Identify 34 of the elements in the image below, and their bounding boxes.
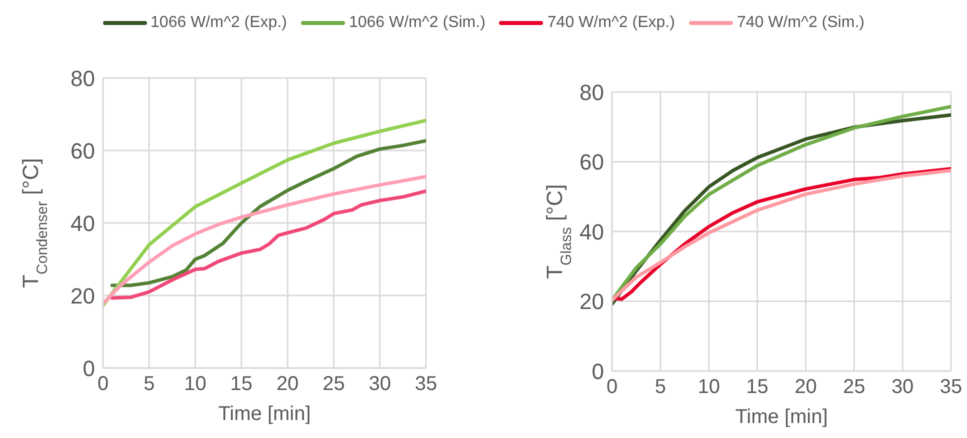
x-tick-label: 0 xyxy=(97,373,109,396)
line-series xyxy=(103,118,426,308)
y-tick-label: 60 xyxy=(580,150,604,175)
x-tick-label: 20 xyxy=(794,376,817,398)
y-tick-label: 20 xyxy=(70,283,95,308)
x-tick-label: 5 xyxy=(654,376,666,398)
y-tick-label: 20 xyxy=(580,289,604,314)
line-series xyxy=(110,189,426,300)
x-tick-label: 35 xyxy=(940,376,962,398)
legend-label: 740 W/m^2 (Sim.) xyxy=(736,14,864,32)
y-tick-label: 80 xyxy=(70,66,95,91)
x-tick-label: 30 xyxy=(368,373,391,396)
y-tick-label: 60 xyxy=(70,138,95,164)
x-tick-label: 30 xyxy=(891,376,914,398)
x-axis-title: Time [min] xyxy=(735,406,828,428)
x-tick-label: 5 xyxy=(144,373,155,396)
y-tick-label: 40 xyxy=(70,210,95,236)
legend-label: 1066 W/m^2 (Exp.) xyxy=(150,14,287,32)
x-tick-label: 10 xyxy=(184,373,206,396)
x-tick-label: 10 xyxy=(698,376,720,398)
line-series xyxy=(103,174,426,306)
x-tick-label: 15 xyxy=(746,376,768,398)
line-series xyxy=(110,138,426,288)
legend-label: 1066 W/m^2 (Sim.) xyxy=(348,14,486,32)
legend-label: 740 W/m^2 (Exp.) xyxy=(547,14,675,32)
x-tick-label: 35 xyxy=(414,373,438,396)
x-tick-label: 25 xyxy=(843,376,866,398)
x-tick-label: 0 xyxy=(606,376,618,398)
x-tick-label: 15 xyxy=(230,373,253,396)
y-tick-label: 40 xyxy=(580,219,604,244)
x-tick-label: 25 xyxy=(322,373,345,396)
y-tick-label: 80 xyxy=(580,80,604,105)
x-tick-label: 20 xyxy=(276,373,299,396)
x-axis-title: Time [min] xyxy=(218,403,311,425)
